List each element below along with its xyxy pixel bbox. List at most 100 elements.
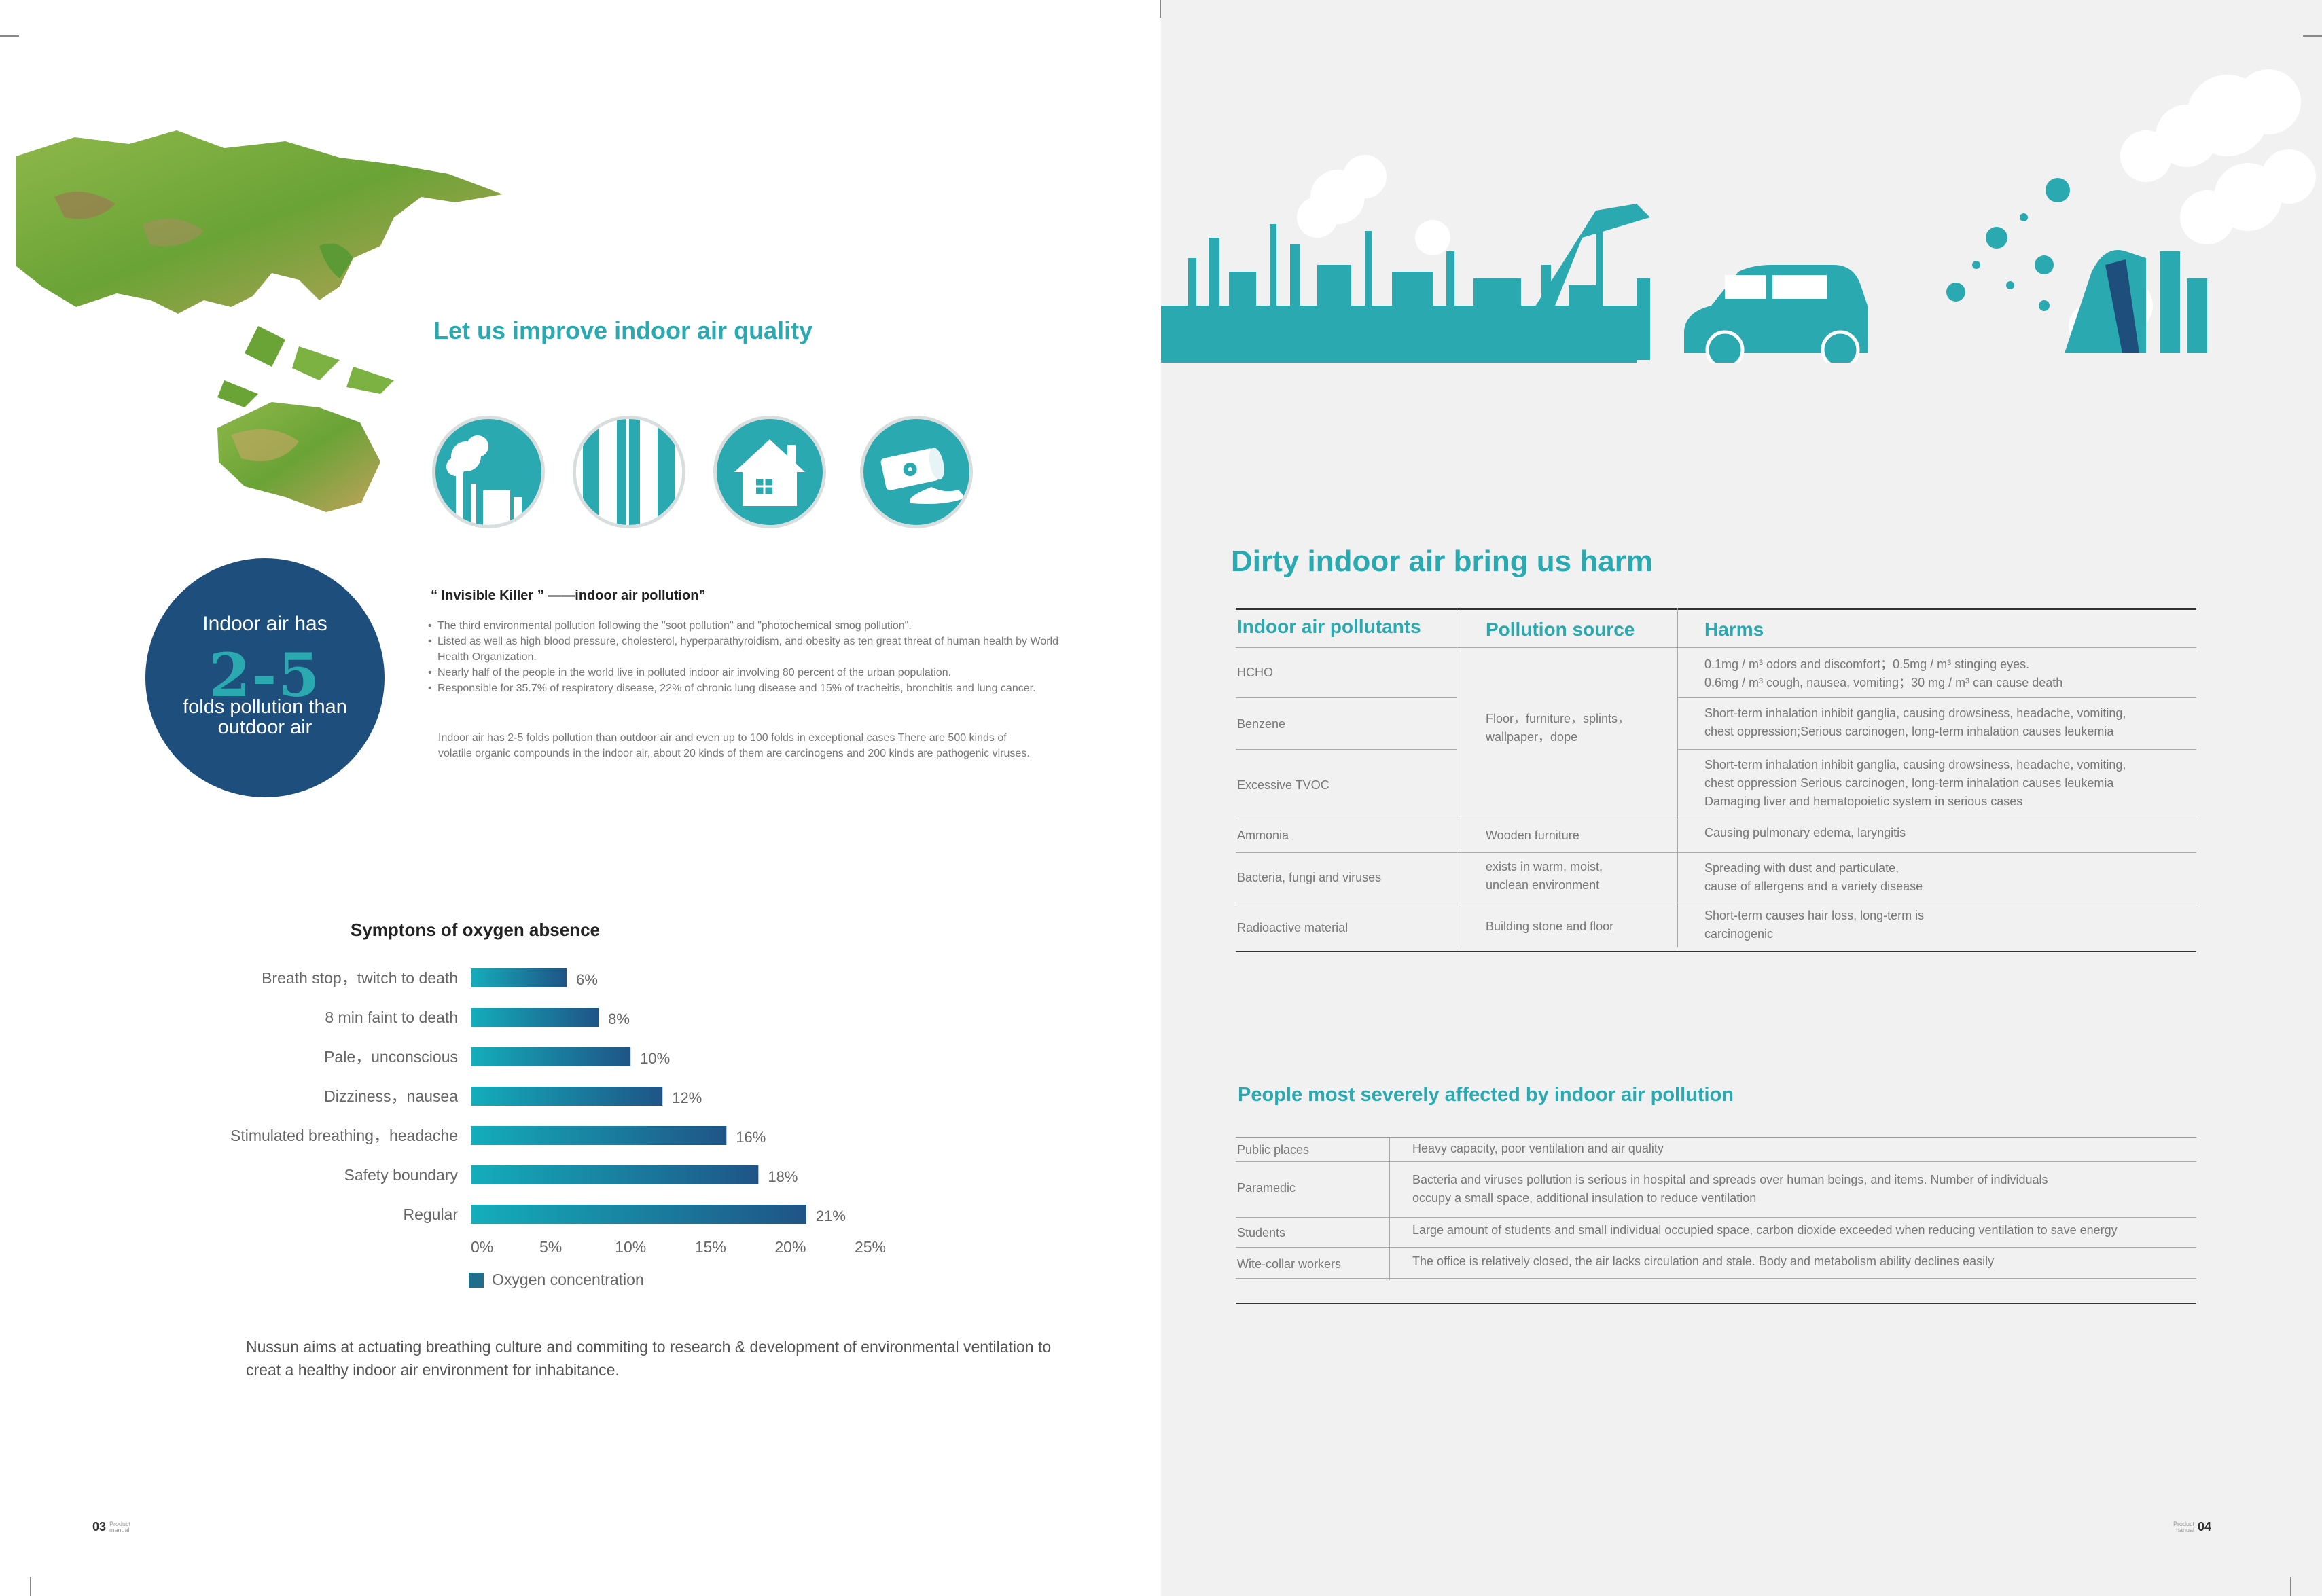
table-line <box>1236 1217 2196 1218</box>
category-label: Breath stop，twitch to death <box>262 969 458 987</box>
legend-swatch <box>469 1273 484 1288</box>
table-header: Indoor air pollutants <box>1237 616 1421 637</box>
table-rule <box>1236 608 2196 610</box>
table-divider <box>1677 608 1678 947</box>
table-header: Harms <box>1704 619 1764 640</box>
value-label: 6% <box>576 971 598 988</box>
table-cell-desc: Large amount of students and small indiv… <box>1412 1223 2118 1237</box>
harm-line: Short-term inhalation inhibit ganglia, c… <box>1704 758 2126 772</box>
stat-line1: Indoor air has <box>202 613 327 635</box>
desc-line: occupy a small space, additional insulat… <box>1412 1191 1757 1205</box>
table-cell-harm: Short-term inhalation inhibit ganglia, c… <box>1704 704 2126 741</box>
harm-line: Short-term inhalation inhibit ganglia, c… <box>1704 706 2126 720</box>
source-line: exists in warm, moist, <box>1486 860 1603 873</box>
table-line <box>1236 1247 2196 1248</box>
table-line <box>1236 749 1457 750</box>
crop-mark <box>2290 1577 2291 1596</box>
table-cell-pollutant: HCHO <box>1237 666 1273 679</box>
table-divider <box>1389 1137 1390 1280</box>
harm-title: Dirty indoor air bring us harm <box>1231 545 1653 578</box>
table-header: Pollution source <box>1486 619 1635 640</box>
stat-circle: Indoor air has 2-5 folds pollution than … <box>145 558 385 797</box>
bar <box>471 1008 599 1027</box>
table-line <box>1236 852 2196 853</box>
desc-line: Bacteria and viruses pollution is seriou… <box>1412 1173 2048 1186</box>
pipes-icon <box>573 416 685 528</box>
mission-statement: Nussun aims at actuating breathing cultu… <box>246 1338 1052 1379</box>
bar <box>471 1165 759 1184</box>
legend-label: Oxygen concentration <box>492 1271 644 1288</box>
list-item: Listed as well as high blood pressure, c… <box>428 634 1067 665</box>
value-label: 21% <box>816 1208 846 1225</box>
bar <box>471 968 567 987</box>
value-label: 16% <box>736 1129 766 1146</box>
house-icon <box>713 416 826 528</box>
x-tick-label: 15% <box>695 1238 726 1256</box>
table-cell-desc: Heavy capacity, poor ventilation and air… <box>1412 1142 1664 1155</box>
x-tick-label: 25% <box>855 1238 886 1256</box>
value-label: 8% <box>608 1011 630 1028</box>
people-title: People most severely affected by indoor … <box>1238 1084 1734 1106</box>
table-rule <box>1236 1303 2196 1304</box>
chemical-barrel-icon <box>860 416 973 528</box>
table-cell-group: Wite-collar workers <box>1237 1257 1342 1271</box>
category-label: Regular <box>403 1205 458 1223</box>
bar <box>471 1126 727 1145</box>
crop-mark <box>0 35 19 37</box>
table-cell-pollutant: Radioactive material <box>1237 921 1348 935</box>
value-label: 18% <box>768 1168 798 1185</box>
category-label: Stimulated breathing，headache <box>230 1127 458 1144</box>
section-title-improve: Let us improve indoor air quality <box>433 316 813 344</box>
folio-label: Product manual <box>109 1521 131 1534</box>
bar <box>471 1205 806 1224</box>
category-label: Dizziness，nausea <box>324 1087 458 1105</box>
table-line <box>1236 697 1457 698</box>
crop-mark <box>2303 35 2322 37</box>
table-cell-desc: The office is relatively closed, the air… <box>1412 1254 1995 1268</box>
pollutants-table: Indoor air pollutants Pollution source H… <box>1236 608 2196 954</box>
source-line: Floor，furniture，splints， <box>1486 712 1630 725</box>
table-cell-harm: 0.1mg / m³ odors and discomfort；0.5mg / … <box>1704 655 2062 692</box>
right-page: Dirty indoor air bring us harm Indoor ai… <box>1160 0 2322 1596</box>
harm-line: chest oppression Serious carcinogen, lon… <box>1704 776 2114 790</box>
harm-line: Spreading with dust and particulate, <box>1704 861 1899 875</box>
oxygen-bar-chart: Breath stop，twitch to death 8 min faint t… <box>230 968 886 1288</box>
table-cell-desc: Bacteria and viruses pollution is seriou… <box>1412 1171 2048 1208</box>
world-map-illustration <box>16 130 503 512</box>
category-label: 8 min faint to death <box>325 1009 458 1026</box>
table-cell-source: exists in warm, moist, unclean environme… <box>1486 858 1603 894</box>
x-tick-label: 5% <box>539 1238 562 1256</box>
source-line: unclean environment <box>1486 878 1600 892</box>
affected-people-table: Public places Heavy capacity, poor venti… <box>1236 1137 2196 1307</box>
x-tick-label: 0% <box>471 1238 493 1256</box>
list-item: Responsible for 35.7% of respiratory dis… <box>428 681 1067 696</box>
harm-line: Damaging liver and hematopoietic system … <box>1704 795 2023 808</box>
stat-big-number: 2-5 <box>209 640 321 710</box>
killer-title: “ Invisible Killer ” ——indoor air pollut… <box>431 588 706 603</box>
table-cell-group: Public places <box>1237 1143 1310 1157</box>
table-line <box>1677 697 2196 698</box>
harm-line: chest oppression;Serious carcinogen, lon… <box>1704 725 2114 738</box>
table-cell-pollutant: Excessive TVOC <box>1237 778 1329 792</box>
x-tick-label: 20% <box>774 1238 806 1256</box>
x-tick-label: 10% <box>615 1238 646 1256</box>
crop-mark <box>30 1577 31 1596</box>
table-cell-harm: Spreading with dust and particulate, cau… <box>1704 859 1923 896</box>
table-cell-source: Wooden furniture <box>1486 829 1579 842</box>
page-number: 04 <box>2198 1520 2212 1534</box>
table-rule <box>1236 951 2196 952</box>
pollution-skyline-illustration <box>1161 69 2322 367</box>
folio-label: Product manual <box>2173 1521 2194 1534</box>
table-cell-source: Building stone and floor <box>1486 920 1614 933</box>
table-cell-pollutant: Ammonia <box>1237 829 1289 842</box>
category-label: Safety boundary <box>344 1166 458 1184</box>
list-item: The third environmental pollution follow… <box>428 618 1067 634</box>
list-item: Nearly half of the people in the world l… <box>428 665 1067 681</box>
table-line <box>1236 1137 2196 1138</box>
value-label: 10% <box>640 1050 670 1067</box>
factory-chimney-icon <box>432 416 545 528</box>
source-line: wallpaper，dope <box>1486 730 1578 744</box>
page-number-left: 03 Product manual <box>92 1520 137 1534</box>
table-cell-group: Paramedic <box>1237 1181 1296 1195</box>
table-cell-source: Floor，furniture，splints， wallpaper，dope <box>1486 710 1630 746</box>
